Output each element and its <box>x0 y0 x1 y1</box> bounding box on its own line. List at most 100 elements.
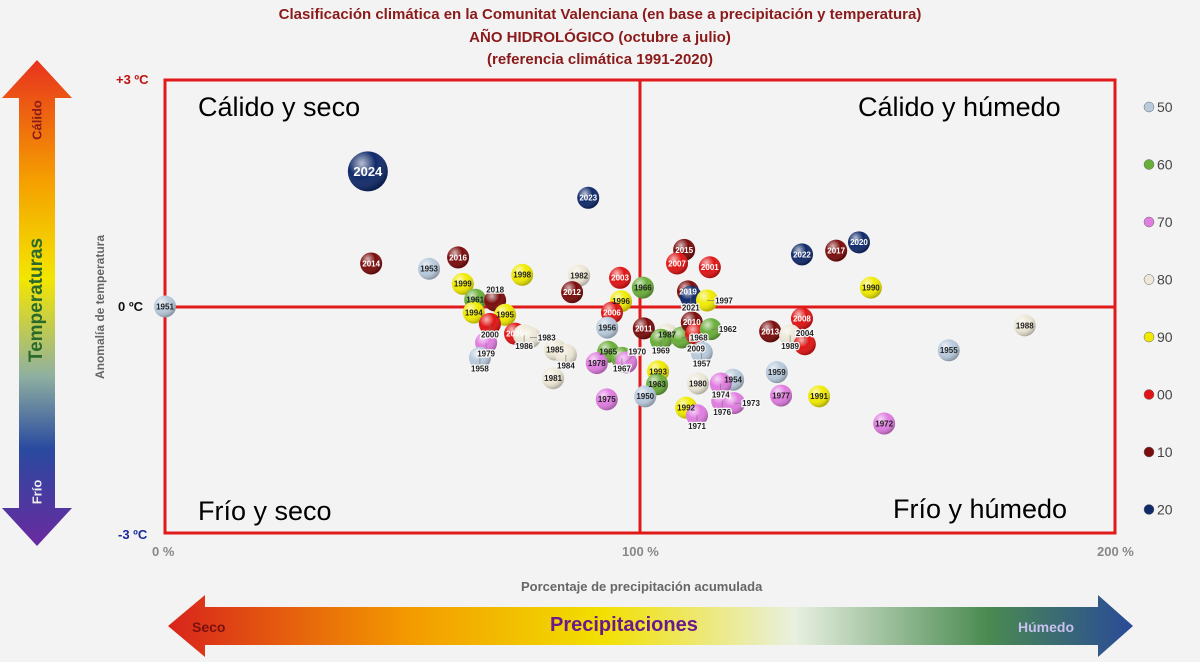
data-point-1953 <box>418 257 441 280</box>
point-label-1982: 1982 <box>570 271 588 280</box>
point-label-2019: 2019 <box>679 287 697 296</box>
data-point-2023 <box>577 186 600 209</box>
point-label-1953: 1953 <box>420 265 438 274</box>
data-point-2007 <box>666 252 689 275</box>
point-shine <box>154 295 176 318</box>
point-label-1965: 1965 <box>599 348 617 357</box>
point-label-1986: 1986 <box>515 342 533 351</box>
point-shine <box>577 186 600 209</box>
point-label-1979: 1979 <box>477 350 495 359</box>
legend-marker <box>1143 389 1155 400</box>
legend-item-20: 20 <box>1143 502 1173 518</box>
point-shine <box>595 388 618 411</box>
legend-item-50: 50 <box>1143 99 1173 115</box>
point-shine <box>511 263 534 286</box>
legend-marker <box>1143 446 1155 458</box>
point-shine <box>632 317 655 340</box>
legend-marker <box>1143 274 1155 285</box>
legend-item-10: 10 <box>1143 444 1173 460</box>
x-tick-100: 100 % <box>622 544 659 559</box>
quadrant-label-cold-wet: Frío y húmedo <box>893 494 1068 524</box>
point-shine <box>462 301 485 324</box>
legend-marker <box>1143 101 1155 113</box>
legend-item-60: 60 <box>1143 157 1173 173</box>
point-label-1993: 1993 <box>649 367 667 376</box>
point-label-1975: 1975 <box>598 395 616 404</box>
cold-label: Frío <box>29 479 45 505</box>
legend-label: 20 <box>1157 502 1173 518</box>
data-point-1955 <box>937 339 960 362</box>
point-shine <box>859 276 882 299</box>
legend-label: 60 <box>1157 157 1173 173</box>
point-label-1963: 1963 <box>648 380 666 389</box>
point-label-1969: 1969 <box>652 347 670 356</box>
point-shine <box>631 276 654 299</box>
point-label-2009: 2009 <box>687 345 705 354</box>
point-label-2004: 2004 <box>796 329 814 338</box>
point-label-1968: 1968 <box>690 333 708 342</box>
point-label-2017: 2017 <box>827 247 845 256</box>
point-label-1991: 1991 <box>810 392 828 401</box>
x-tick-0: 0 % <box>152 544 175 559</box>
data-point-2020 <box>847 231 870 254</box>
point-label-2022: 2022 <box>793 250 811 259</box>
data-point-1990 <box>859 276 882 299</box>
point-label-1970: 1970 <box>628 347 646 356</box>
data-point-1975 <box>595 388 618 411</box>
data-point-1998 <box>511 263 534 286</box>
legend-marker <box>1143 504 1155 515</box>
warm-label: Cálido <box>29 100 45 140</box>
point-shine <box>937 339 960 362</box>
legend-label: 80 <box>1157 272 1173 288</box>
point-shine <box>790 307 813 330</box>
point-label-2016: 2016 <box>449 253 467 262</box>
point-label-1955: 1955 <box>940 346 958 355</box>
point-label-1956: 1956 <box>598 324 616 333</box>
point-label-2013: 2013 <box>761 327 779 336</box>
data-point-2014 <box>360 252 383 275</box>
point-label-2021: 2021 <box>682 304 700 313</box>
point-shine <box>451 272 474 295</box>
data-point-1959 <box>765 361 788 384</box>
x-tick-200: 200 % <box>1097 544 1134 559</box>
data-point-1982 <box>568 264 591 287</box>
point-label-2000: 2000 <box>481 331 499 340</box>
data-point-1991 <box>808 385 831 408</box>
data-point-2012 <box>561 281 584 304</box>
point-label-2007: 2007 <box>668 259 686 268</box>
point-label-1976: 1976 <box>713 408 731 417</box>
point-label-1967: 1967 <box>613 365 631 374</box>
data-point-1988 <box>1013 314 1036 337</box>
data-point-2016 <box>447 246 470 269</box>
label-leader-line <box>626 351 638 363</box>
point-label-2003: 2003 <box>611 274 629 283</box>
point-label-1971: 1971 <box>688 422 706 431</box>
point-label-1950: 1950 <box>636 392 654 401</box>
point-shine <box>759 320 782 343</box>
data-point-2008 <box>790 307 813 330</box>
point-shine <box>825 239 848 262</box>
point-label-1958: 1958 <box>471 365 489 374</box>
point-shine <box>585 352 608 375</box>
legend-label: 50 <box>1157 99 1173 115</box>
point-label-1973: 1973 <box>742 399 760 408</box>
point-label-1981: 1981 <box>544 374 562 383</box>
data-point-1980 <box>686 372 709 395</box>
point-label-1961: 1961 <box>466 296 484 305</box>
data-point-2013 <box>759 320 782 343</box>
quadrant-label-warm-dry: Cálido y seco <box>198 92 361 122</box>
point-shine <box>790 243 813 266</box>
point-shine <box>666 252 689 275</box>
point-shine <box>634 385 657 408</box>
point-label-1997: 1997 <box>715 296 733 305</box>
point-label-1980: 1980 <box>689 379 707 388</box>
point-label-1959: 1959 <box>768 368 786 377</box>
legend-label: 00 <box>1157 387 1173 403</box>
point-label-1994: 1994 <box>465 308 483 317</box>
point-label-1974: 1974 <box>712 390 730 399</box>
point-label-1987: 1987 <box>658 330 676 339</box>
point-label-1996: 1996 <box>612 297 630 306</box>
temperature-arrow-label: Temperaturas <box>26 237 47 363</box>
point-shine <box>568 264 591 287</box>
